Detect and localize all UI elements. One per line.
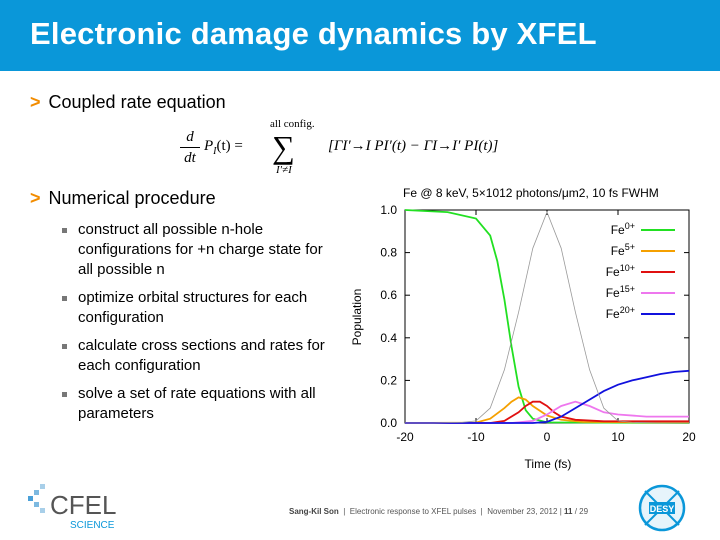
bullet-list: construct all possible n-hole configurat…	[62, 220, 337, 432]
footer-page: 11	[564, 507, 573, 516]
frac-numerator: d	[186, 129, 194, 145]
bullet-square-icon	[62, 344, 67, 349]
y-tick-label: 0.6	[380, 288, 397, 302]
bullet-text: optimize orbital structures for each con…	[78, 289, 308, 326]
arrow-icon: >	[30, 188, 41, 208]
chart-title: Fe @ 8 keV, 5×1012 photons/μm2, 10 fs FW…	[403, 186, 659, 200]
sum-lower-limit: I′≠I	[276, 164, 292, 176]
lhs-symbol: P	[204, 138, 214, 154]
cfel-logo: CFEL SCIENCE	[28, 484, 116, 531]
frac-denominator: dt	[184, 150, 196, 166]
bullet-item: optimize orbital structures for each con…	[62, 288, 337, 328]
lhs-arg: (t) =	[216, 138, 243, 154]
series-line	[404, 209, 690, 424]
cfel-logo-text: CFEL	[50, 490, 116, 520]
y-tick-label: 0.0	[380, 416, 397, 430]
series-line	[405, 369, 690, 424]
population-chart: Fe @ 8 keV, 5×1012 photons/μm2, 10 fs FW…	[350, 186, 696, 471]
series-line	[404, 396, 690, 424]
legend-label: Fe15+	[606, 284, 635, 300]
x-axis-label: Time (fs)	[525, 457, 572, 471]
rate-equation: d dt PI(t) = all config. ∑ I′≠I [ΓI′→I P…	[178, 117, 548, 179]
y-tick-label: 0.2	[380, 373, 397, 387]
arrow-icon: >	[30, 92, 41, 112]
x-tick-label: 10	[611, 430, 625, 444]
legend-label: Fe20+	[606, 305, 635, 321]
derivative-fraction: d dt	[180, 128, 200, 167]
equation-lhs: PI(t) =	[204, 138, 243, 157]
bullet-item: calculate cross sections and rates for e…	[62, 336, 337, 376]
pulse-series-line	[405, 211, 689, 424]
section-coupled-rate-label: Coupled rate equation	[48, 92, 226, 112]
plot-area: 0.0 0.2 0.4 0.6 0.8 1.0 -20 -10 0 10 20 Fe0+ Fe5+ Fe1…	[380, 203, 696, 444]
section-coupled-rate: > Coupled rate equation	[30, 92, 226, 113]
sum-upper-limit: all config.	[270, 118, 315, 130]
bullet-square-icon	[62, 392, 67, 397]
bullet-item: construct all possible n-hole configurat…	[62, 220, 337, 280]
footer-talk: Electronic response to XFEL pulses	[349, 507, 477, 516]
bullet-item: solve a set of rate equations with all p…	[62, 384, 337, 424]
y-axis-label: Population	[350, 289, 364, 346]
desy-logo: DESY	[638, 484, 686, 532]
y-tick-label: 0.4	[380, 331, 397, 345]
lhs-subscript: I	[213, 146, 217, 157]
x-tick-label: 20	[682, 430, 696, 444]
cfel-logo-subtext: SCIENCE	[70, 520, 115, 531]
legend-label: Fe0+	[611, 221, 635, 237]
x-tick-label: -20	[396, 430, 414, 444]
y-tick-label: 1.0	[380, 203, 397, 217]
plot-frame	[404, 209, 690, 424]
title-bar: Electronic damage dynamics by XFEL	[0, 0, 720, 71]
y-tick-label: 0.8	[380, 246, 397, 260]
bullet-text: solve a set of rate equations with all p…	[78, 385, 316, 422]
desy-logo-text: DESY	[650, 504, 675, 514]
footer-author: Sang-Kil Son	[289, 507, 339, 516]
bullet-text: construct all possible n-hole configurat…	[78, 221, 323, 278]
footer-credits: Sang-Kil Son | Electronic response to XF…	[289, 507, 589, 516]
x-tick-label: -10	[467, 430, 485, 444]
series-line	[405, 400, 689, 424]
footer-total: 29	[579, 507, 589, 516]
x-tick-label: 0	[544, 430, 551, 444]
sum-symbol: ∑	[272, 129, 295, 165]
bullet-text: calculate cross sections and rates for e…	[78, 337, 325, 374]
section-numerical-label: Numerical procedure	[48, 188, 216, 208]
legend-label: Fe5+	[611, 242, 635, 258]
bullet-square-icon	[62, 296, 67, 301]
section-numerical: > Numerical procedure	[30, 188, 216, 209]
series-line	[405, 400, 689, 424]
legend-label: Fe10+	[606, 263, 635, 279]
slide-title: Electronic damage dynamics by XFEL	[30, 16, 597, 51]
frac-bar	[180, 147, 200, 148]
equation-rhs: [ΓI′→I PI′(t) − ΓI→I′ PI(t)]	[328, 138, 499, 154]
footer-date: November 23, 2012	[487, 507, 558, 516]
bullet-square-icon	[62, 228, 67, 233]
